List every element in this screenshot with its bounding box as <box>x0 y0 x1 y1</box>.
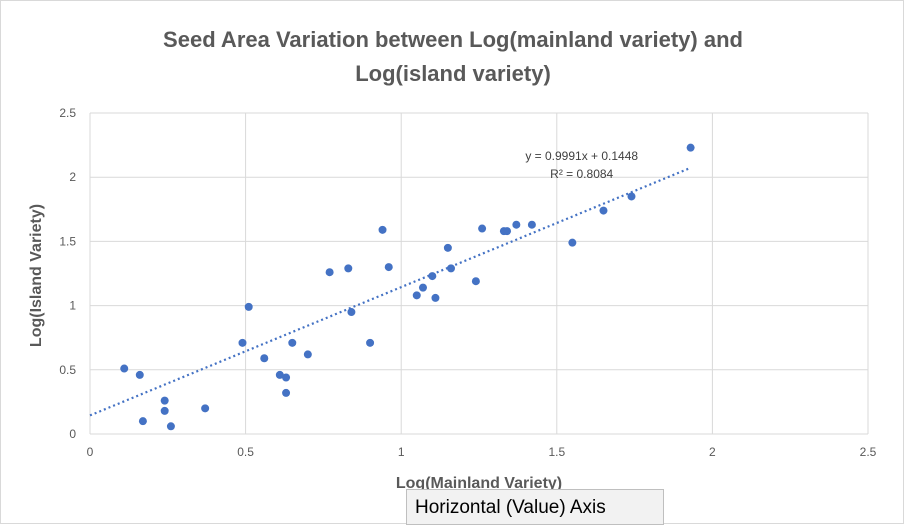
data-point[interactable] <box>428 272 437 281</box>
data-point[interactable] <box>275 370 284 379</box>
data-point[interactable] <box>446 264 455 273</box>
data-point[interactable] <box>431 293 440 302</box>
data-point[interactable] <box>512 220 521 229</box>
trendline-layer <box>89 166 692 417</box>
data-point[interactable] <box>568 238 577 247</box>
y-tick-label: 2 <box>69 170 76 184</box>
axis-tooltip: Horizontal (Value) Axis <box>406 489 664 525</box>
data-point[interactable] <box>527 220 536 229</box>
data-point[interactable] <box>282 388 291 397</box>
x-tick-label: 1.5 <box>548 445 565 459</box>
data-point[interactable] <box>344 264 353 273</box>
data-point[interactable] <box>166 422 175 431</box>
data-point[interactable] <box>244 302 253 311</box>
x-tick-label: 0.5 <box>237 445 254 459</box>
x-axis-title[interactable]: Log(Mainland Variety) <box>396 475 562 492</box>
data-point[interactable] <box>443 243 452 252</box>
y-tick-label: 2.5 <box>59 106 76 120</box>
data-point[interactable] <box>347 308 356 317</box>
trendline[interactable] <box>89 166 692 417</box>
data-point[interactable] <box>260 354 269 363</box>
x-tick-label: 2 <box>709 445 716 459</box>
x-tick-label: 2.5 <box>860 445 877 459</box>
chart-title-line-1: Seed Area Variation between Log(mainland… <box>163 27 743 52</box>
y-tick-label: 0.5 <box>59 363 76 377</box>
data-point[interactable] <box>384 263 393 272</box>
data-point[interactable] <box>135 370 144 379</box>
data-point[interactable] <box>138 417 147 426</box>
x-tick-label: 1 <box>398 445 405 459</box>
tick-labels: 0 0.5 1 1.5 2 2.5 0 0.5 1 1.5 2 2.5 <box>59 106 876 459</box>
data-point[interactable] <box>478 224 487 233</box>
data-point[interactable] <box>503 227 512 236</box>
data-point[interactable] <box>288 338 297 347</box>
data-point[interactable] <box>599 206 608 215</box>
data-point[interactable] <box>366 338 375 347</box>
trendline-r-squared: R² = 0.8084 <box>550 167 613 181</box>
data-point[interactable] <box>686 143 695 152</box>
data-point[interactable] <box>471 277 480 286</box>
data-point[interactable] <box>238 338 247 347</box>
data-point[interactable] <box>160 396 169 405</box>
data-point[interactable] <box>120 364 129 373</box>
data-point[interactable] <box>325 268 334 277</box>
data-point[interactable] <box>282 373 291 382</box>
data-points <box>120 143 695 431</box>
y-tick-label: 0 <box>69 427 76 441</box>
data-point[interactable] <box>378 225 387 234</box>
y-tick-label: 1 <box>69 299 76 313</box>
trendline-equation: y = 0.9991x + 0.1448 <box>525 149 638 163</box>
data-point[interactable] <box>201 404 210 413</box>
data-point[interactable] <box>418 283 427 292</box>
data-point[interactable] <box>412 291 421 300</box>
gridlines <box>89 112 869 435</box>
y-tick-label: 1.5 <box>59 234 76 248</box>
y-axis-title[interactable]: Log(Island Variety) <box>28 204 45 347</box>
chart-title-line-2: Log(island variety) <box>355 61 551 86</box>
x-tick-label: 0 <box>87 445 94 459</box>
data-point[interactable] <box>627 192 636 201</box>
data-point[interactable] <box>160 406 169 415</box>
data-point[interactable] <box>303 350 312 359</box>
